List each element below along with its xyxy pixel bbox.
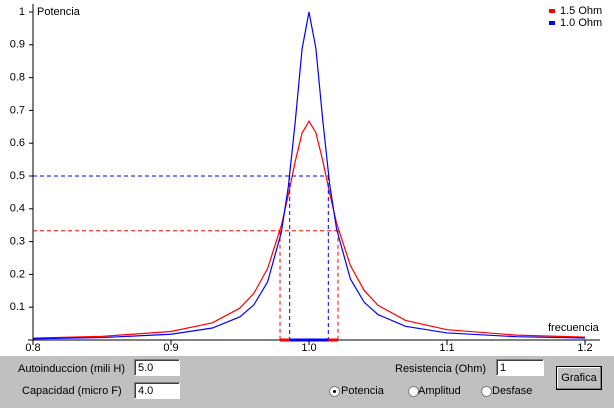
capacitance-input[interactable]: 4.0 (134, 382, 180, 399)
y-tick-label: 0.6 (10, 137, 25, 149)
y-tick-label: 0.3 (10, 236, 25, 248)
y-tick-label: 0.9 (10, 39, 25, 51)
y-tick-label: 0.2 (10, 268, 25, 280)
x-axis-label: frecuencia (548, 322, 600, 334)
y-tick-label: 1 (19, 6, 25, 18)
plot-background (0, 0, 614, 356)
radio-button[interactable] (408, 386, 419, 397)
legend-swatch (549, 21, 555, 25)
x-tick-label: 1.1 (439, 342, 454, 354)
y-axis-label: Potencia (37, 6, 81, 18)
x-tick-label: 1.0 (301, 342, 316, 354)
x-tick-label: 1.2 (577, 342, 592, 354)
chart: Potencia frecuencia 0.1 0.2 0.3 0.4 0.5 0.6 0.… (0, 0, 614, 356)
graph-button[interactable]: Grafica (556, 366, 602, 390)
y-tick-label: 0.5 (10, 170, 25, 182)
radio-button[interactable] (481, 386, 492, 397)
inductance-input[interactable]: 5.0 (134, 359, 180, 376)
curve (32, 11, 586, 340)
y-tick-label: 0.8 (10, 72, 25, 84)
legend-label: 1.0 Ohm (560, 17, 602, 29)
x-tick-label: 0.8 (25, 342, 40, 354)
radio-label[interactable]: Desfase (492, 385, 533, 397)
radio-label[interactable]: Potencia (341, 385, 384, 397)
resistance-input[interactable]: 1 (496, 359, 544, 376)
radio-button[interactable] (329, 386, 340, 397)
radio-label[interactable]: Amplitud (418, 385, 461, 397)
legend-label: 1.5 Ohm (560, 5, 602, 17)
y-tick-label: 0.7 (10, 104, 25, 116)
legend-swatch (549, 9, 555, 13)
curve (32, 120, 586, 339)
y-tick-label: 0.1 (10, 301, 25, 313)
x-tick-label: 0.9 (163, 342, 178, 354)
radio-dot (333, 390, 336, 393)
resistance-label: Resistencia (Ohm) (395, 363, 487, 375)
capacitance-label: Capacidad (micro F) (22, 385, 122, 397)
inductance-label: Autoinduccion (mili H) (18, 363, 125, 375)
y-tick-label: 0.4 (10, 203, 25, 215)
